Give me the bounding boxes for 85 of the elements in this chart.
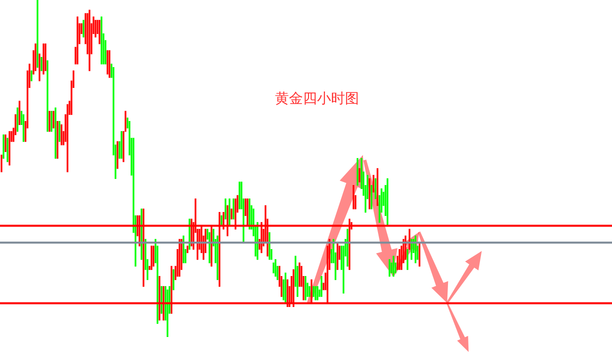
candlestick xyxy=(274,259,276,277)
candlestick xyxy=(230,208,232,220)
candlestick xyxy=(232,198,234,220)
candlestick xyxy=(58,120,60,142)
candlestick xyxy=(0,154,2,172)
candlestick xyxy=(44,43,46,72)
candlestick xyxy=(352,185,354,210)
candlestick xyxy=(6,138,8,162)
candlestick xyxy=(42,43,44,74)
candlestick xyxy=(50,110,52,132)
candlestick xyxy=(82,20,84,38)
candlestick xyxy=(248,198,250,230)
candlestick xyxy=(216,236,218,280)
candlestick xyxy=(40,56,42,72)
text: 黄金四小时图 xyxy=(275,90,359,108)
candlestick xyxy=(392,256,394,277)
candlestick xyxy=(316,286,318,300)
candlestick xyxy=(314,286,316,300)
candlestick xyxy=(418,242,420,267)
candlestick xyxy=(172,269,174,290)
candlestick xyxy=(320,276,322,297)
candlestick xyxy=(166,289,168,337)
candlestick xyxy=(372,174,374,192)
candlestick xyxy=(356,158,358,186)
candlestick xyxy=(238,182,240,210)
candlestick xyxy=(368,178,370,210)
candlestick xyxy=(150,246,152,270)
candlestick xyxy=(186,246,188,254)
candlestick xyxy=(52,110,54,128)
candlestick xyxy=(358,168,360,182)
candlestick xyxy=(88,10,90,72)
candlestick xyxy=(298,262,300,287)
candlestick xyxy=(106,50,108,74)
candlestick xyxy=(388,259,390,277)
candlestick xyxy=(312,286,314,297)
candlestick xyxy=(408,228,410,250)
candlestick xyxy=(116,141,118,169)
candlestick xyxy=(140,208,142,260)
candlestick xyxy=(304,276,306,300)
candlestick xyxy=(410,238,412,260)
candlestick xyxy=(2,134,4,159)
candlestick xyxy=(284,272,286,304)
candlestick xyxy=(46,60,48,132)
candlestick xyxy=(66,104,68,172)
candlestick xyxy=(406,249,408,270)
candlestick xyxy=(94,20,96,38)
candlestick xyxy=(108,50,110,78)
candlestick xyxy=(54,108,56,159)
candlestick xyxy=(386,178,388,226)
candlestick xyxy=(398,249,400,270)
candlestick xyxy=(98,20,100,44)
candlestick xyxy=(346,228,348,267)
candlestick xyxy=(38,54,40,82)
candlestick xyxy=(272,262,274,274)
candlestick xyxy=(268,232,270,260)
candlestick xyxy=(182,236,184,264)
candlestick xyxy=(100,16,102,64)
candlestick xyxy=(178,238,180,277)
candlestick xyxy=(308,286,310,297)
candlestick xyxy=(30,70,32,82)
candlestick xyxy=(376,168,378,206)
candlestick xyxy=(374,178,376,200)
candlestick xyxy=(336,242,338,270)
candlestick xyxy=(56,120,58,159)
candlestick xyxy=(256,222,258,260)
candlestick xyxy=(414,236,416,264)
candlestick xyxy=(16,108,18,132)
candlestick xyxy=(36,0,38,68)
candlestick xyxy=(224,198,226,220)
candlestick xyxy=(370,185,372,210)
candlestick xyxy=(34,43,36,72)
candlestick xyxy=(4,134,6,152)
candlestick xyxy=(22,114,24,142)
candlestick xyxy=(208,232,210,264)
candlestick xyxy=(160,286,162,314)
candlestick xyxy=(76,16,78,64)
candlestick xyxy=(48,110,50,132)
candlestick xyxy=(120,131,122,159)
candlestick xyxy=(60,124,62,146)
candlestick xyxy=(8,131,10,166)
candlestick xyxy=(404,236,406,260)
candlestick xyxy=(220,215,222,226)
candlestick xyxy=(18,100,20,126)
candlestick xyxy=(152,246,154,267)
candlestick xyxy=(228,198,230,226)
